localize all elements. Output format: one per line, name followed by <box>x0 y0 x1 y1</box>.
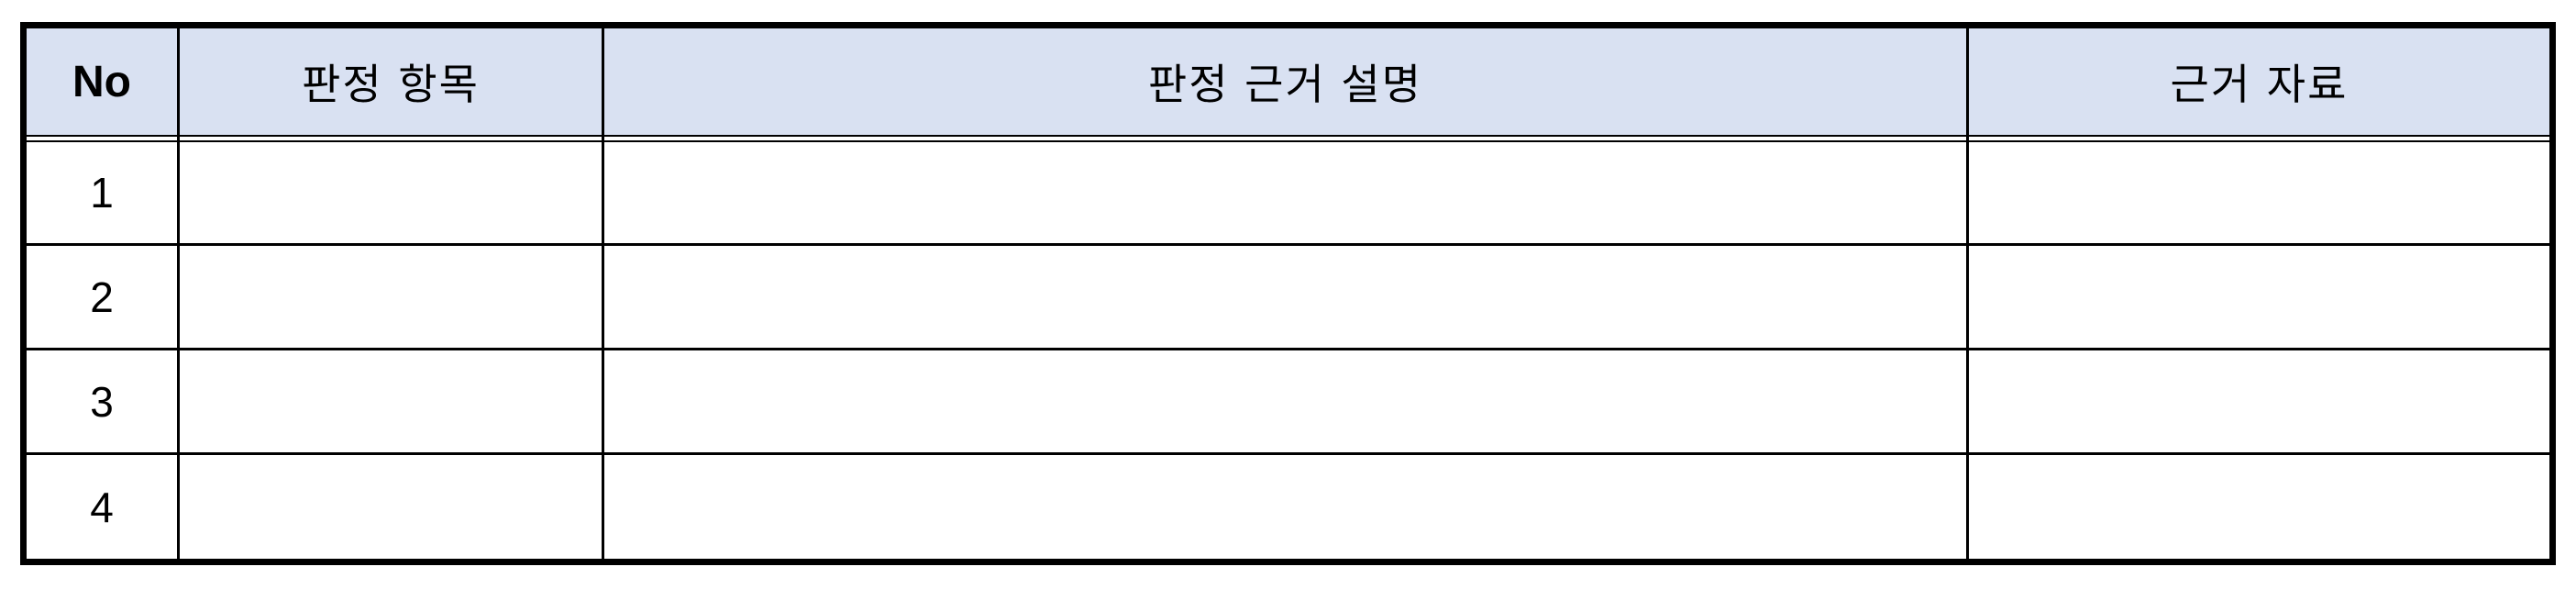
row-1-evidence[interactable] <box>1969 142 2549 246</box>
header-description: 판정 근거 설명 <box>604 28 1969 137</box>
header-divider <box>27 137 180 142</box>
header-divider <box>180 137 604 142</box>
row-3-evidence[interactable] <box>1969 350 2549 455</box>
row-4-no: 4 <box>27 455 180 559</box>
row-4-description[interactable] <box>604 455 1969 559</box>
table-grid: No 판정 항목 판정 근거 설명 근거 자료 1 2 3 4 <box>27 28 2549 559</box>
row-3-no: 3 <box>27 350 180 455</box>
row-1-description[interactable] <box>604 142 1969 246</box>
row-1-item[interactable] <box>180 142 604 246</box>
row-3-description[interactable] <box>604 350 1969 455</box>
header-item: 판정 항목 <box>180 28 604 137</box>
row-3-item[interactable] <box>180 350 604 455</box>
row-4-evidence[interactable] <box>1969 455 2549 559</box>
row-2-no: 2 <box>27 246 180 350</box>
header-divider <box>604 137 1969 142</box>
row-2-description[interactable] <box>604 246 1969 350</box>
row-4-item[interactable] <box>180 455 604 559</box>
judgment-table: No 판정 항목 판정 근거 설명 근거 자료 1 2 3 4 <box>20 22 2556 565</box>
header-evidence: 근거 자료 <box>1969 28 2549 137</box>
header-divider <box>1969 137 2549 142</box>
row-2-item[interactable] <box>180 246 604 350</box>
row-2-evidence[interactable] <box>1969 246 2549 350</box>
row-1-no: 1 <box>27 142 180 246</box>
header-no: No <box>27 28 180 137</box>
